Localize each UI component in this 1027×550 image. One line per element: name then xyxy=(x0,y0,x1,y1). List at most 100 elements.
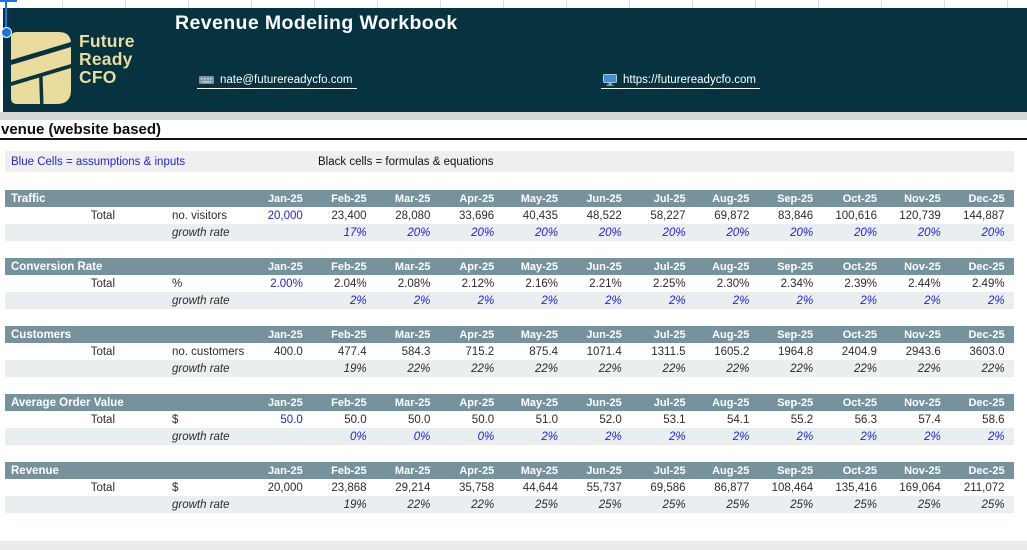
unit-label-cell[interactable]: % xyxy=(172,277,183,290)
section-value-row[interactable]: Total no. visitors 20,000 23,400 28,080 33,69… xyxy=(5,207,1014,224)
value-cell[interactable]: 29,214 xyxy=(395,481,431,494)
growth-cell[interactable]: 22% xyxy=(534,362,558,375)
value-cell[interactable]: 477.4 xyxy=(337,345,367,358)
growth-cell[interactable]: 22% xyxy=(598,362,622,375)
value-cell[interactable]: 3603.0 xyxy=(969,345,1005,358)
growth-cell[interactable]: 20% xyxy=(407,226,431,239)
value-cell[interactable]: 50.0 xyxy=(344,413,367,426)
value-cell[interactable]: 1605.2 xyxy=(714,345,750,358)
growth-cell[interactable]: 2% xyxy=(796,294,814,307)
growth-cell[interactable]: 25% xyxy=(598,498,622,511)
section-value-row[interactable]: Total $20,000 23,868 29,214 35,758 44,644 55,7… xyxy=(5,479,1014,496)
month-header-cell[interactable]: Dec-25 xyxy=(968,328,1005,341)
growth-cell[interactable]: 2% xyxy=(732,294,750,307)
month-header-cell[interactable]: Jul-25 xyxy=(653,396,686,409)
value-cell[interactable]: 50.0 xyxy=(471,413,495,426)
unit-label-cell[interactable]: no. customers xyxy=(172,345,245,358)
growth-cell[interactable]: 20% xyxy=(917,226,941,239)
section-growth-row[interactable]: growth rate 19% 22% 22% 25% 25% 25% 25% 25% 25% 25… xyxy=(5,496,1014,513)
value-cell[interactable]: 2.16% xyxy=(525,277,558,290)
month-header-cell[interactable]: Feb-25 xyxy=(331,396,367,409)
legend-band[interactable]: Blue Cells = assumptions & inputs Black … xyxy=(5,151,1014,172)
month-header-cell[interactable]: Jun-25 xyxy=(586,396,622,409)
month-header-cell[interactable]: Jun-25 xyxy=(586,328,622,341)
growth-cell[interactable]: 25% xyxy=(790,498,814,511)
month-header-cell[interactable]: Apr-25 xyxy=(459,464,495,477)
month-header-cell[interactable]: Nov-25 xyxy=(904,260,941,273)
section-header-row[interactable]: Traffic Jan-25 Feb-25 Mar-25 Apr-25 May-25 Jun… xyxy=(5,190,1014,207)
month-header-cell[interactable]: Mar-25 xyxy=(394,328,431,341)
value-cell[interactable]: 69,872 xyxy=(714,209,750,222)
growth-cell[interactable]: 20% xyxy=(726,226,750,239)
value-cell[interactable]: 2.12% xyxy=(461,277,495,290)
growth-cell[interactable]: 22% xyxy=(662,362,686,375)
growth-cell[interactable]: 2% xyxy=(349,294,367,307)
value-cell[interactable]: 2.00% xyxy=(270,277,303,290)
month-header-cell[interactable]: Apr-25 xyxy=(459,396,495,409)
growth-cell[interactable]: 2% xyxy=(668,430,686,443)
growth-cell[interactable]: 0% xyxy=(413,430,431,443)
growth-cell[interactable]: 2% xyxy=(413,294,431,307)
value-cell[interactable]: 1071.4 xyxy=(586,345,622,358)
value-cell[interactable]: 33,696 xyxy=(459,209,495,222)
month-header-cell[interactable]: Jun-25 xyxy=(586,192,622,205)
month-header-cell[interactable]: May-25 xyxy=(520,396,558,409)
value-cell[interactable]: 2.25% xyxy=(652,277,686,290)
growth-cell[interactable]: 2% xyxy=(860,294,877,307)
month-header-cell[interactable]: Oct-25 xyxy=(842,328,877,341)
unit-label-cell[interactable]: no. visitors xyxy=(172,209,227,222)
month-header-cell[interactable]: Nov-25 xyxy=(904,192,941,205)
section-growth-row[interactable]: growth rate 17% 20% 20% 20% 20% 20% 20% 20% 20% 20… xyxy=(5,224,1014,241)
month-header-cell[interactable]: Sep-25 xyxy=(777,192,814,205)
month-header-cell[interactable]: Dec-25 xyxy=(968,192,1005,205)
section-header-row[interactable]: Revenue Jan-25 Feb-25 Mar-25 Apr-25 May-25 Jun… xyxy=(5,462,1014,479)
growth-cell[interactable]: 25% xyxy=(853,498,877,511)
growth-label-cell[interactable]: growth rate xyxy=(172,226,230,239)
value-cell[interactable]: 169,064 xyxy=(899,481,941,494)
email-link[interactable]: nate@futurereadycfo.com xyxy=(220,74,353,86)
header-banner-image[interactable]: Future Ready CFO Revenue Modeling Workbo… xyxy=(3,8,1027,112)
section-growth-row[interactable]: growth rate 0% 0% 0% 2% 2% 2% 2% 2% 2% 2% 2% xyxy=(5,428,1014,445)
value-cell[interactable]: 2404.9 xyxy=(841,345,877,358)
month-header-cell[interactable]: Mar-25 xyxy=(394,192,431,205)
value-cell[interactable]: 20,000 xyxy=(267,481,303,494)
section-value-row[interactable]: Total $50.0 50.0 50.0 50.0 51.0 52.0 53.1 54.1 55… xyxy=(5,411,1014,428)
month-header-cell[interactable]: Nov-25 xyxy=(904,396,941,409)
month-header-cell[interactable]: Feb-25 xyxy=(331,464,367,477)
month-header-cell[interactable]: Jun-25 xyxy=(586,464,622,477)
month-header-cell[interactable]: Mar-25 xyxy=(394,396,431,409)
value-cell[interactable]: 53.1 xyxy=(663,413,686,426)
value-cell[interactable]: 83,846 xyxy=(777,209,814,222)
value-cell[interactable]: 50.0 xyxy=(280,413,303,426)
growth-cell[interactable]: 19% xyxy=(343,362,367,375)
month-header-cell[interactable]: Jul-25 xyxy=(653,328,686,341)
unit-label-cell[interactable]: $ xyxy=(172,413,179,426)
growth-cell[interactable]: 2% xyxy=(477,294,495,307)
sheet-section-title[interactable]: venue (website based) xyxy=(1,121,162,138)
growth-cell[interactable]: 2% xyxy=(541,294,558,307)
growth-cell[interactable]: 22% xyxy=(471,498,495,511)
row-label-cell[interactable]: Total xyxy=(90,209,115,222)
growth-cell[interactable]: 2% xyxy=(668,294,686,307)
growth-cell[interactable]: 25% xyxy=(662,498,686,511)
value-cell[interactable]: 40,435 xyxy=(522,209,558,222)
month-header-cell[interactable]: Aug-25 xyxy=(712,260,750,273)
month-header-cell[interactable]: Dec-25 xyxy=(968,260,1005,273)
growth-cell[interactable]: 22% xyxy=(726,362,750,375)
value-cell[interactable]: 35,758 xyxy=(459,481,495,494)
value-cell[interactable]: 69,586 xyxy=(650,481,686,494)
growth-cell[interactable]: 20% xyxy=(853,226,877,239)
growth-label-cell[interactable]: growth rate xyxy=(172,362,230,375)
month-header-cell[interactable]: May-25 xyxy=(520,464,558,477)
month-header-cell[interactable]: Oct-25 xyxy=(842,396,877,409)
value-cell[interactable]: 1311.5 xyxy=(651,345,686,358)
growth-cell[interactable]: 2% xyxy=(605,294,622,307)
growth-cell[interactable]: 19% xyxy=(343,498,367,511)
growth-cell[interactable]: 2% xyxy=(987,430,1005,443)
value-cell[interactable]: 135,416 xyxy=(835,481,877,494)
value-cell[interactable]: 584.3 xyxy=(401,345,431,358)
month-header-cell[interactable]: Jan-25 xyxy=(267,396,303,409)
month-header-cell[interactable]: Nov-25 xyxy=(904,328,941,341)
value-cell[interactable]: 55,737 xyxy=(586,481,622,494)
month-header-cell[interactable]: May-25 xyxy=(520,192,558,205)
